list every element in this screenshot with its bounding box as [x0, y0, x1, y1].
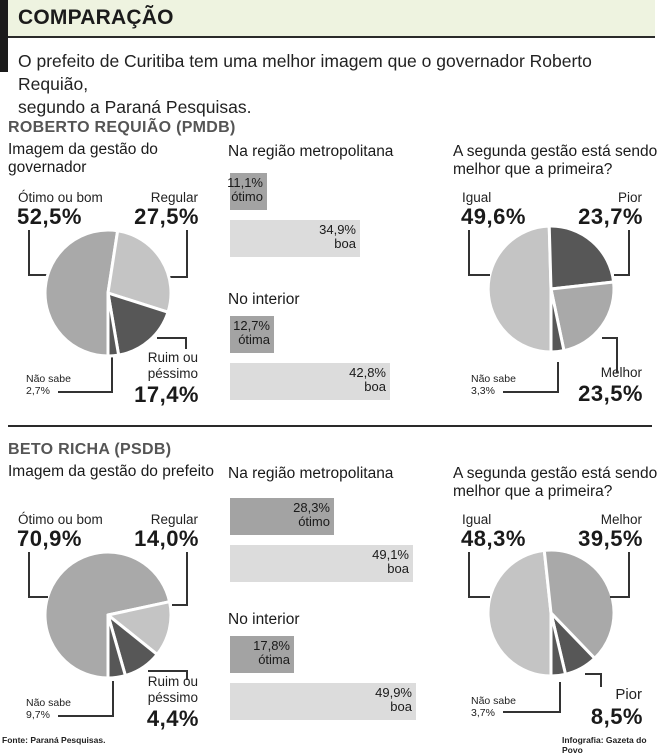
- pie1-label-regular: Regular: [150, 190, 198, 205]
- pie1-value-ruim: 17,4%: [134, 382, 199, 407]
- image-title-line-1: Imagem da gestão do: [8, 141, 158, 158]
- pie3-label-regular: Regular: [150, 512, 198, 527]
- pie-slice: [486, 548, 553, 678]
- intro-text: O prefeito de Curitiba tem uma melhor im…: [18, 50, 658, 119]
- pie-slice: [486, 224, 553, 354]
- pie-slice: [547, 224, 616, 291]
- intro-line-1: O prefeito de Curitiba tem uma melhor im…: [18, 51, 592, 94]
- pie-slice: [106, 291, 121, 358]
- pie4-value-igual: 48,3%: [461, 526, 526, 551]
- bar-requiao-interior-boa: 42,8% boa: [230, 363, 390, 400]
- pie4-value-melhor: 39,5%: [578, 526, 643, 551]
- pie2-leader-igual: [468, 230, 490, 276]
- pie4-leader-pior: [585, 673, 602, 687]
- pie2-value-igual: 49,6%: [461, 204, 526, 229]
- page-title: COMPARAÇÃO: [18, 6, 174, 29]
- pie1-label-ruim: Ruim ou péssimo: [147, 350, 198, 381]
- image-title-requiao: Imagem da gestão do governador: [8, 141, 158, 177]
- header-band: [8, 0, 655, 38]
- pie-slice: [549, 287, 566, 354]
- pie4-leader-igual: [468, 552, 490, 598]
- pie2-leader-pior: [614, 230, 630, 276]
- pie3-label-naosabe: Não sabe 9,7%: [26, 697, 71, 721]
- pie4-leader-melhor: [610, 552, 630, 598]
- pie-3: [486, 224, 616, 354]
- pie4-leader-naosabe: [503, 682, 561, 713]
- pie1-label-naosabe: Não sabe 2,7%: [26, 373, 71, 397]
- pie4-label-pior: Pior: [615, 686, 642, 703]
- pie4-label-naosabe: Não sabe 3,7%: [471, 695, 516, 719]
- pie3-value-otimo: 70,9%: [17, 526, 82, 551]
- interior-title-richa: No interior: [228, 611, 300, 628]
- pie2-label-pior: Pior: [617, 190, 642, 205]
- pie-0: [43, 228, 173, 358]
- pie-slice: [549, 611, 568, 678]
- pie2-label-melhor: Melhor: [600, 365, 642, 380]
- pie3-label-ruim: Ruim ou péssimo: [147, 674, 198, 705]
- pie1-value-regular: 27,5%: [134, 204, 199, 229]
- bar-richa-interior-otima: 17,8% ótima: [230, 636, 294, 673]
- bar-richa-metro-otimo: 28,3% ótimo: [230, 498, 334, 535]
- image-title-richa: Imagem da gestão do prefeito: [8, 463, 214, 480]
- pie4-value-pior: 8,5%: [590, 704, 643, 729]
- bar-requiao-metro-otimo: 11,1% ótimo: [227, 173, 267, 210]
- intro-line-2: segundo a Paraná Pesquisas.: [18, 97, 252, 117]
- pie-slice: [106, 291, 170, 357]
- pie2-label-igual: Igual: [462, 190, 492, 205]
- second-title-requiao: A segunda gestão está sendo melhor que a…: [453, 143, 658, 178]
- pie1-leader-regular: [170, 230, 188, 278]
- section-title-requiao: ROBERTO REQUIÃO (PMDB): [8, 119, 236, 136]
- pie-4: [43, 550, 173, 680]
- pie-slice: [542, 548, 616, 660]
- bar-richa-metro-boa: 49,1% boa: [230, 545, 413, 582]
- bar-requiao-metro-boa: 34,9% boa: [230, 220, 360, 257]
- pie-7: [486, 548, 616, 678]
- pie4-label-igual: Igual: [462, 512, 492, 527]
- pie-slice: [549, 280, 616, 353]
- pie3-value-regular: 14,0%: [134, 526, 199, 551]
- pie2-leader-melhor: [602, 337, 618, 373]
- metro-title-requiao: Na região metropolitana: [228, 143, 394, 160]
- pie2-leader-naosabe: [503, 362, 559, 393]
- metro-title-richa: Na região metropolitana: [228, 465, 394, 482]
- pie-slice: [106, 613, 127, 680]
- pie3-value-ruim: 4,4%: [146, 706, 199, 731]
- pie3-leader-naosabe: [58, 681, 114, 717]
- pie1-value-otimo: 52,5%: [17, 204, 82, 229]
- pie3-leader-ruim: [148, 670, 188, 680]
- section-title-richa: BETO RICHA (PSDB): [8, 441, 172, 458]
- pie1-leader-otimo: [28, 230, 48, 276]
- pie2-label-naosabe: Não sabe 3,3%: [471, 373, 516, 397]
- pie2-value-melhor: 23,5%: [578, 381, 643, 406]
- pie2-value-pior: 23,7%: [578, 204, 643, 229]
- pie1-leader-naosabe: [58, 357, 113, 393]
- image-title-line-2: governador: [8, 159, 87, 176]
- second-title-richa: A segunda gestão está sendo melhor que a…: [453, 465, 658, 500]
- pie3-leader-otimo: [28, 552, 48, 598]
- pie-slice: [106, 229, 173, 314]
- pie3-label-otimo: Ótimo ou bom: [18, 512, 103, 527]
- source-note: Fonte: Paraná Pesquisas.: [2, 735, 106, 745]
- pie3-leader-regular: [172, 552, 188, 606]
- pie4-label-melhor: Melhor: [600, 512, 642, 527]
- section-divider: [8, 425, 652, 427]
- interior-title-requiao: No interior: [228, 291, 300, 308]
- pie-slice: [43, 228, 120, 358]
- bar-requiao-interior-otima: 12,7% ótima: [230, 316, 274, 353]
- bar-richa-interior-boa: 49,9% boa: [230, 683, 416, 720]
- header-accent-bar: [0, 0, 8, 72]
- pie1-label-otimo: Ótimo ou bom: [18, 190, 103, 205]
- pie1-leader-ruim: [157, 337, 187, 349]
- credit-note: Infografia: Gazeta do Povo: [562, 735, 647, 755]
